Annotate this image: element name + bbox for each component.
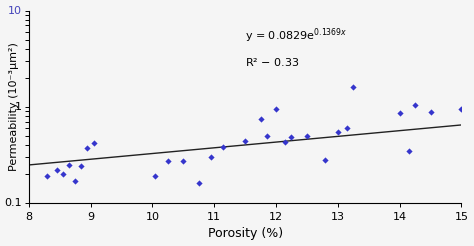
Text: R² $-$ 0.33: R² $-$ 0.33 [245,57,300,68]
Point [458,107,465,111]
Text: 0.1: 0.1 [5,198,22,208]
Point [257,117,264,121]
Point [180,159,187,163]
Point [464,124,472,128]
Point [282,140,289,144]
Point [427,110,434,114]
Point [53,168,60,172]
Text: y = 0.0829e$^{0.1369x}$: y = 0.0829e$^{0.1369x}$ [245,26,347,45]
Point [195,181,202,185]
Point [65,163,73,167]
Text: 1: 1 [15,102,22,112]
Point [59,172,66,176]
Point [411,103,419,107]
Point [343,126,351,130]
Y-axis label: Permeability (10⁻³μm²): Permeability (10⁻³μm²) [9,42,19,171]
Point [241,139,249,143]
Point [219,145,227,149]
Point [164,159,172,163]
Point [83,146,91,150]
Point [71,179,79,183]
Point [207,155,215,159]
Point [152,174,159,178]
Point [44,174,51,178]
Point [322,158,329,162]
Point [288,135,295,139]
Point [405,149,413,153]
Text: 10: 10 [8,6,22,15]
Point [263,134,271,138]
Point [334,130,342,134]
X-axis label: Porosity (%): Porosity (%) [208,228,283,240]
Point [77,164,85,168]
Point [349,85,357,89]
Point [90,141,97,145]
Point [396,111,403,115]
Point [303,134,310,138]
Point [272,107,280,111]
